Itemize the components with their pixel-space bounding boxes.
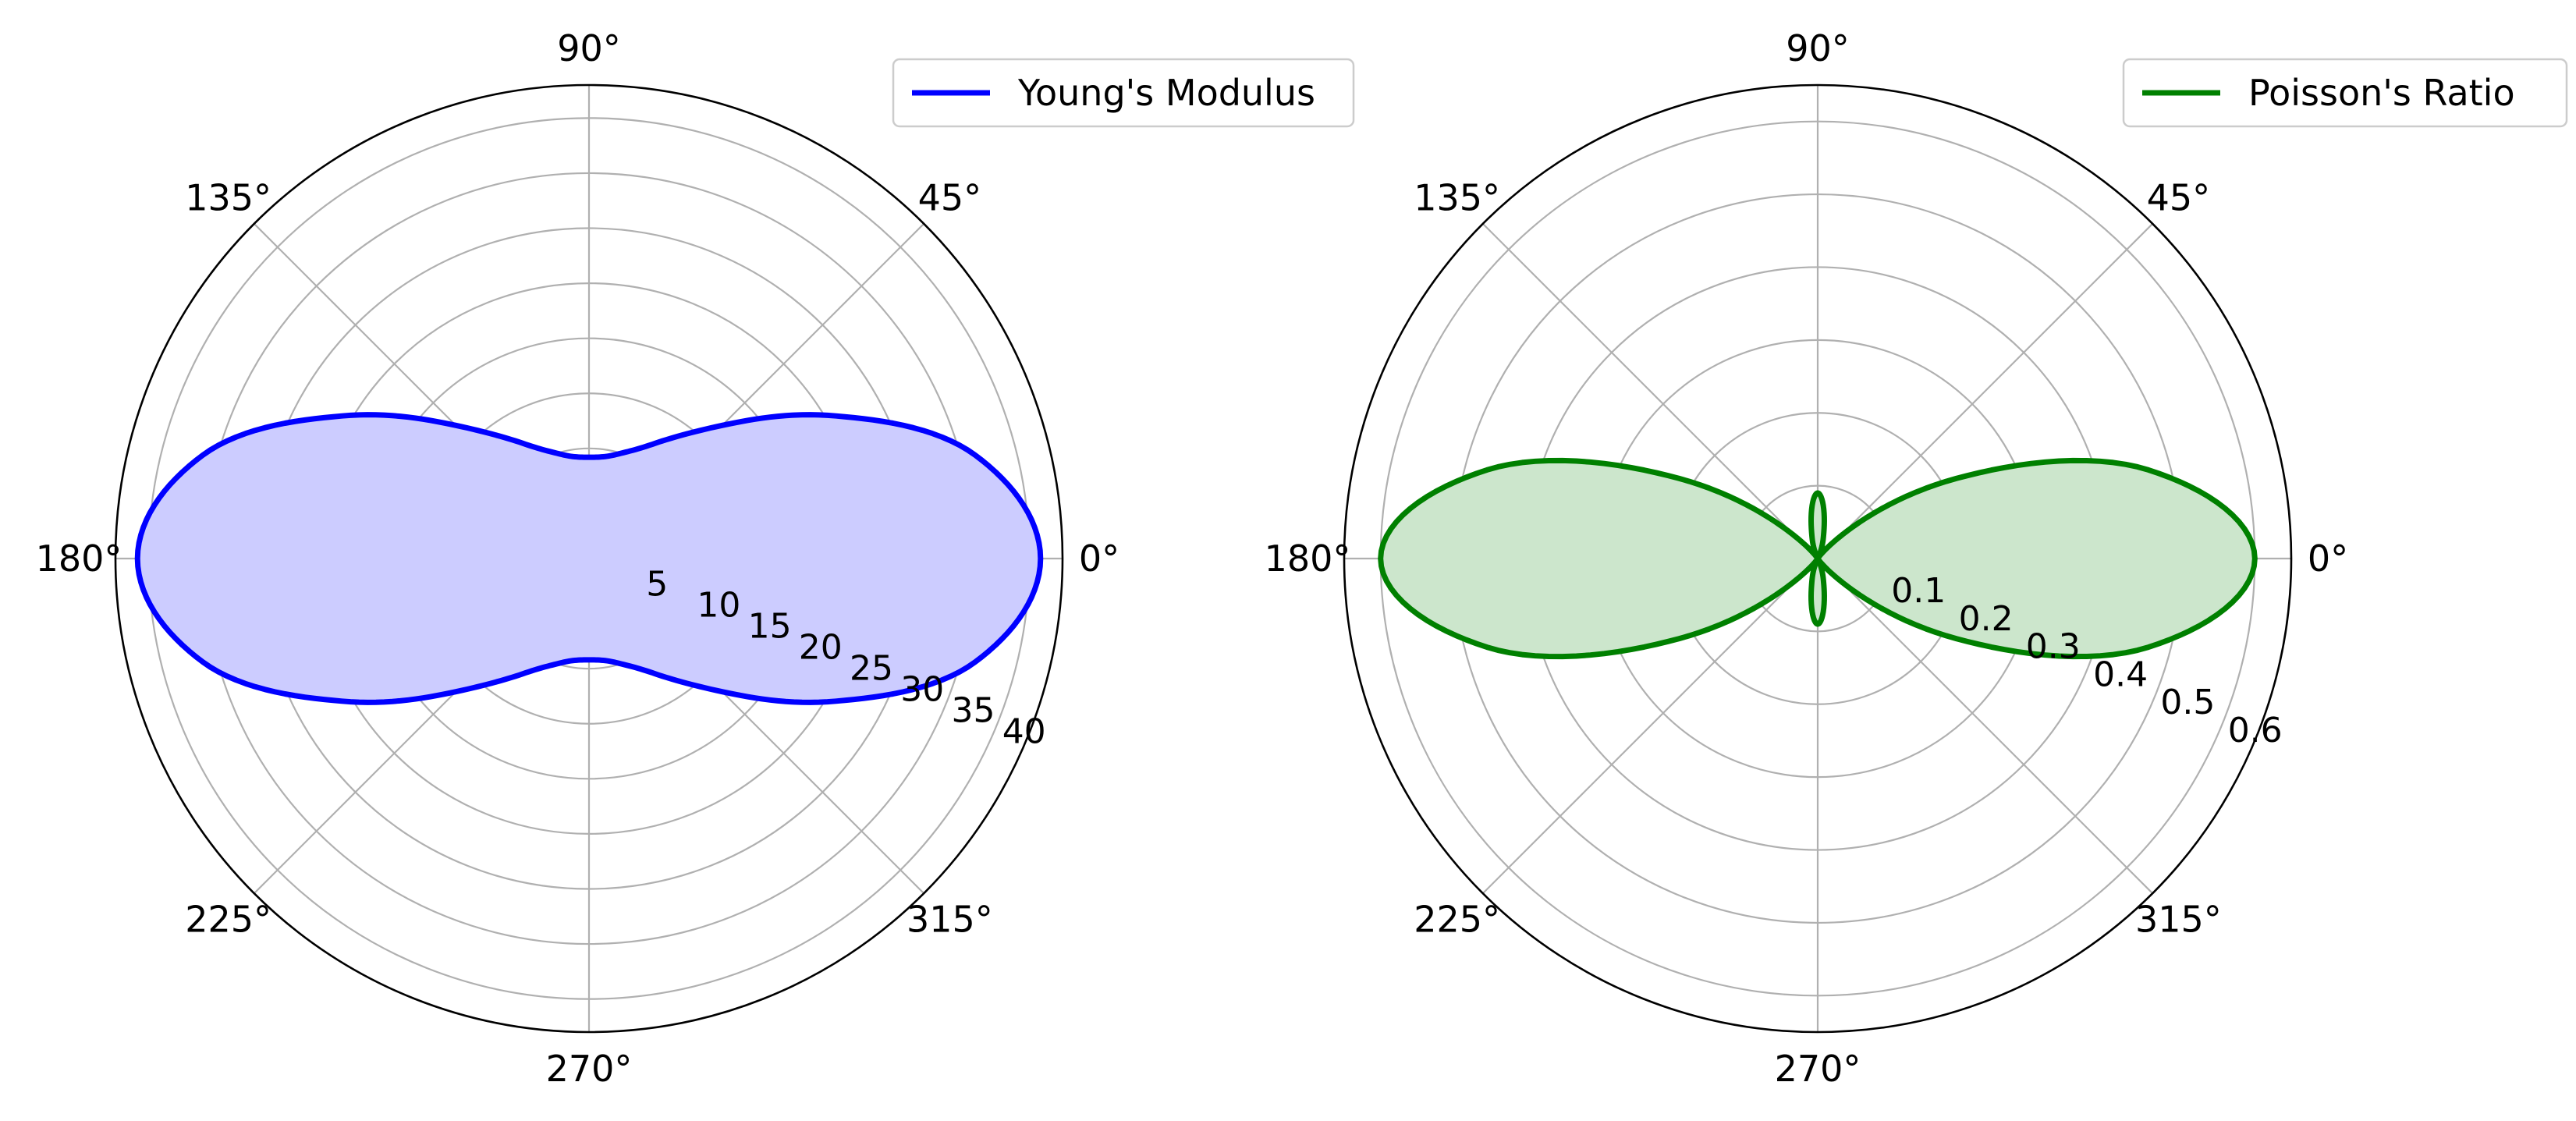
polar-chart-youngs-modulus: 0° 45° 90° 135° 180° 225° 270° 315° 5 10152025303… xyxy=(36,27,1355,1090)
angle-tick-label-135: 135° xyxy=(185,177,271,219)
radial-tick-label-40: 40 xyxy=(1002,712,1046,752)
radial-tick-label-35: 35 xyxy=(952,691,995,731)
angle-tick-label-270: 270° xyxy=(546,1048,633,1090)
radial-tick-label-0-3: 0.3 xyxy=(2026,627,2081,667)
angular-gridline-45 xyxy=(1817,223,2153,559)
angle-tick-label-0: 0° xyxy=(2308,537,2348,580)
legend-label-young-s-modulus: Young's Modulus xyxy=(1017,72,1315,114)
angle-tick-label-180: 180° xyxy=(1265,537,1351,580)
angular-gridline-315 xyxy=(1817,558,2153,894)
angular-gridline-135 xyxy=(1482,223,1818,559)
radial-tick-label-20: 20 xyxy=(799,628,843,668)
polar-frame xyxy=(1343,83,2293,1034)
legend-label-poisson-s-ratio: Poisson's Ratio xyxy=(2248,72,2515,114)
angle-tick-label-0: 0° xyxy=(1079,537,1119,580)
angle-tick-label-315: 315° xyxy=(907,898,993,940)
polar-frame xyxy=(114,83,1064,1034)
series-fill-young-s-modulus xyxy=(137,414,1041,703)
angle-tick-label-225: 225° xyxy=(1414,898,1500,940)
radial-tick-label-0-4: 0.4 xyxy=(2093,655,2148,694)
angle-tick-label-270: 270° xyxy=(1775,1048,1861,1090)
radial-tick-label-10: 10 xyxy=(697,586,740,626)
radial-tick-label-0-6: 0.6 xyxy=(2228,711,2283,750)
legend: Poisson's Ratio xyxy=(2122,58,2568,128)
radial-tick-label-0-2: 0.2 xyxy=(1959,599,2014,639)
angle-tick-label-45: 45° xyxy=(918,177,982,219)
radial-tick-label-15: 15 xyxy=(748,607,792,647)
radial-tick-label-30: 30 xyxy=(900,670,944,710)
angular-gridline-225 xyxy=(1482,558,1818,894)
radial-tick-label-0-5: 0.5 xyxy=(2160,683,2215,722)
legend-box xyxy=(892,58,1355,128)
polar-chart-poissons-ratio: 0° 45° 90° 135° 180° 225° 270° 315° 0.1 0.2 0.3 0.4… xyxy=(1265,27,2568,1090)
angle-tick-label-225: 225° xyxy=(185,898,271,940)
angle-tick-label-45: 45° xyxy=(2147,177,2211,219)
angle-tick-label-315: 315° xyxy=(2135,898,2222,940)
angle-tick-label-90: 90° xyxy=(1786,27,1850,69)
series-line-poisson-s-ratio xyxy=(1378,457,2258,660)
radial-tick-label-5: 5 xyxy=(646,565,668,605)
angle-tick-label-135: 135° xyxy=(1414,177,1500,219)
legend: Young's Modulus xyxy=(892,58,1355,128)
angle-tick-label-90: 90° xyxy=(557,27,621,69)
radial-tick-label-25: 25 xyxy=(850,649,893,689)
radial-tick-label-0-1: 0.1 xyxy=(1891,571,1946,611)
series-line-young-s-modulus xyxy=(134,412,1044,705)
angle-tick-label-180: 180° xyxy=(36,537,122,580)
legend-box xyxy=(2122,58,2568,128)
